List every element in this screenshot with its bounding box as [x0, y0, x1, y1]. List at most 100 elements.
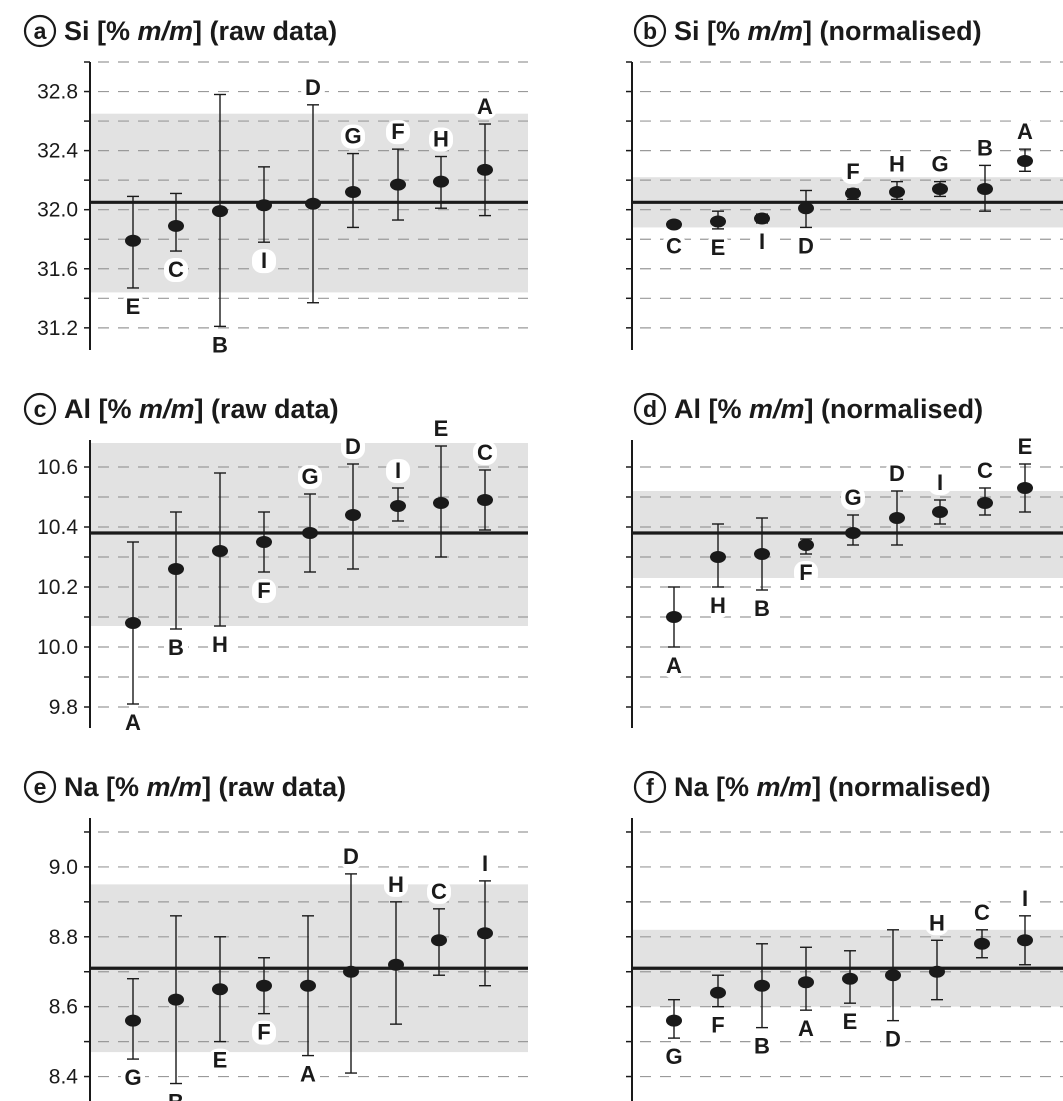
point-label: A	[300, 1062, 316, 1087]
panel-b: b Si [% m/m] (normalised) C E I D F H G BA	[626, 14, 1063, 350]
point-label: G	[124, 1065, 141, 1090]
label-backdrop	[794, 561, 818, 585]
label-backdrop	[750, 1034, 774, 1059]
y-tick-label: 9.8	[49, 696, 78, 719]
data-point-G: G	[928, 152, 952, 198]
label-backdrop	[121, 711, 145, 735]
data-point-H: H	[429, 127, 453, 209]
data-point-A: A	[662, 586, 686, 678]
point-label: A	[477, 94, 493, 119]
label-backdrop	[164, 258, 188, 283]
data-point-E: E	[429, 416, 453, 558]
label-backdrop	[928, 152, 952, 177]
y-tick-label: 9.0	[49, 856, 78, 879]
data-point-E: E	[1013, 434, 1037, 513]
label-backdrop	[473, 95, 497, 120]
data-marker	[932, 506, 948, 518]
data-marker	[125, 617, 141, 629]
panel-badge-circle	[633, 14, 667, 48]
data-marker	[300, 979, 316, 992]
data-point-I: I	[1013, 886, 1037, 966]
data-point-I: I	[750, 212, 774, 254]
data-marker	[390, 178, 406, 191]
data-marker	[345, 509, 361, 521]
panel-title-part: m/m	[748, 16, 804, 46]
data-point-G: G	[341, 124, 365, 229]
data-marker	[256, 979, 272, 992]
data-marker	[842, 972, 858, 985]
point-label: B	[977, 135, 993, 160]
panel-title: Na [% m/m] (normalised)	[674, 772, 991, 802]
data-point-C: C	[164, 192, 188, 283]
data-marker	[929, 965, 945, 978]
label-backdrop	[252, 1020, 276, 1045]
data-point-C: C	[662, 218, 686, 259]
data-marker	[754, 212, 770, 225]
data-point-F: F	[252, 511, 276, 603]
y-tick-label: 10.0	[37, 636, 78, 659]
label-backdrop	[928, 471, 952, 495]
label-backdrop	[208, 1048, 232, 1073]
data-point-H: H	[384, 872, 408, 1025]
point-label: D	[798, 233, 814, 258]
data-marker	[710, 551, 726, 563]
data-marker	[212, 205, 228, 218]
panel-title-part: Si [%	[64, 16, 138, 46]
label-backdrop	[429, 127, 453, 152]
panel-title-part: m/m	[139, 394, 195, 424]
label-backdrop	[706, 594, 730, 618]
label-backdrop	[841, 160, 865, 185]
label-backdrop	[662, 654, 686, 678]
data-point-G: G	[662, 998, 686, 1070]
data-marker	[798, 976, 814, 989]
label-backdrop	[473, 851, 497, 876]
label-backdrop	[252, 579, 276, 603]
panel-title-part: Si [%	[674, 16, 748, 46]
panel-title-part: ] (normalised)	[805, 394, 984, 424]
data-point-D: D	[794, 189, 818, 259]
data-marker	[477, 927, 493, 940]
point-label: F	[711, 1013, 724, 1038]
label-backdrop	[339, 844, 363, 869]
point-label: B	[212, 332, 228, 357]
label-backdrop	[885, 152, 909, 177]
data-point-I: I	[473, 851, 497, 987]
y-tick-label: 10.6	[37, 456, 78, 479]
label-backdrop	[384, 872, 408, 897]
point-label: F	[846, 159, 859, 184]
label-backdrop	[794, 1017, 818, 1042]
point-label: D	[885, 1027, 901, 1052]
data-point-E: E	[121, 195, 145, 319]
data-point-D: D	[885, 461, 909, 546]
label-backdrop	[301, 75, 325, 100]
point-label: I	[482, 851, 488, 876]
panel-badge-circle	[23, 14, 57, 48]
data-point-C: C	[473, 440, 497, 531]
data-marker	[977, 183, 993, 196]
data-point-H: H	[925, 910, 949, 1001]
label-backdrop	[662, 234, 686, 259]
panel-title: Si [% m/m] (raw data)	[64, 16, 337, 46]
label-backdrop	[1013, 435, 1037, 459]
y-tick-label: 32.8	[37, 81, 78, 104]
data-point-C: C	[427, 879, 451, 976]
point-label: G	[301, 464, 318, 489]
panel-title-part: m/m	[749, 394, 805, 424]
data-marker	[256, 536, 272, 548]
point-label: A	[125, 710, 141, 735]
data-marker	[390, 500, 406, 512]
data-point-F: F	[386, 119, 410, 221]
data-marker	[168, 563, 184, 575]
point-label: E	[711, 235, 726, 260]
label-backdrop	[164, 636, 188, 660]
point-label: E	[1018, 434, 1033, 459]
data-marker	[343, 965, 359, 978]
y-tick-label: 8.4	[49, 1066, 79, 1089]
data-point-A: A	[794, 946, 818, 1042]
data-point-B: B	[164, 915, 188, 1101]
panel-f: f Na [% m/m] (normalised) G F B A E D H C I	[626, 770, 1063, 1101]
data-point-H: H	[706, 523, 730, 618]
panel-title-part: ] (raw data)	[195, 394, 339, 424]
data-marker	[433, 175, 449, 188]
panel-title: Al [% m/m] (normalised)	[674, 394, 983, 424]
